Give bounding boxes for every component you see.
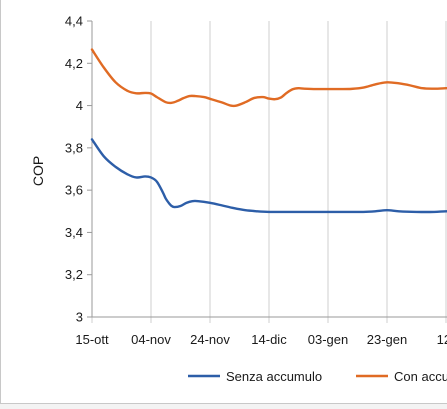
x-tick-label: 14-dic bbox=[251, 332, 287, 347]
y-tick-label: 3,6 bbox=[65, 183, 83, 198]
legend: Senza accumulo Con accumulo bbox=[188, 369, 447, 384]
x-tick-label: 23-gen bbox=[367, 332, 407, 347]
x-tick-label: 04-nov bbox=[131, 332, 171, 347]
y-tick-label: 3 bbox=[76, 310, 83, 325]
x-tick-label: 03-gen bbox=[308, 332, 348, 347]
grid-layer bbox=[91, 21, 447, 323]
y-tick-label: 3,8 bbox=[65, 140, 83, 155]
x-tick-label: 12- bbox=[437, 332, 447, 347]
legend-label: Con accumulo bbox=[394, 369, 447, 384]
y-tick-label: 3,2 bbox=[65, 267, 83, 282]
x-tick-label: 15-ott bbox=[75, 332, 109, 347]
x-tick-label: 24-nov bbox=[190, 332, 230, 347]
y-tick-label: 3,4 bbox=[65, 225, 83, 240]
series-line-con-accumulo bbox=[90, 48, 447, 108]
y-tick-label: 4 bbox=[76, 98, 83, 113]
y-tick-label: 4,4 bbox=[65, 14, 83, 29]
legend-label: Senza accumulo bbox=[226, 369, 322, 384]
axis-layer: 3 3,2 3,4 3,6 3,8 4 4,2 4,4 15-ott 04-nov 24-nov 14… bbox=[65, 14, 447, 347]
y-tick-label: 4,2 bbox=[65, 56, 83, 71]
series-layer bbox=[90, 48, 447, 214]
series-line-senza-accumulo bbox=[90, 138, 447, 214]
y-axis-title: COP bbox=[30, 156, 46, 186]
